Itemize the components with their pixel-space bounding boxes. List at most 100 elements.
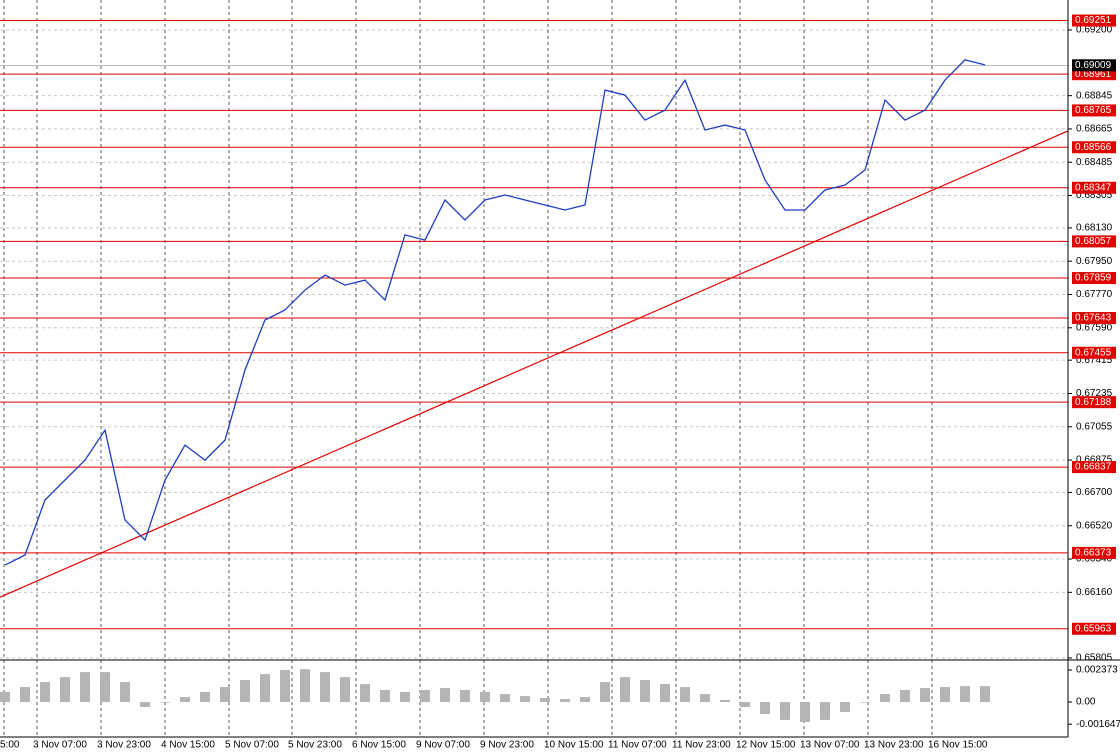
x-tick-label: 13 Nov 23:00 bbox=[864, 740, 924, 751]
oscillator-bar bbox=[60, 677, 70, 703]
oscillator-bar bbox=[720, 699, 730, 703]
oscillator-bar bbox=[520, 696, 530, 703]
oscillator-bar bbox=[620, 677, 630, 703]
level-label: 0.65963 bbox=[1075, 623, 1112, 634]
y-tick-label: -0.001647 bbox=[1076, 719, 1120, 730]
oscillator-bar bbox=[180, 697, 190, 703]
oscillator-bar bbox=[660, 684, 670, 703]
y-tick-label: 0.68130 bbox=[1076, 223, 1113, 234]
x-tick-label: 11 Nov 07:00 bbox=[608, 740, 667, 751]
level-tag bbox=[1072, 461, 1116, 474]
y-tick-label: 0.66340 bbox=[1076, 554, 1113, 565]
level-label: 0.69251 bbox=[1075, 15, 1112, 26]
oscillator-bar bbox=[340, 677, 350, 703]
level-tag bbox=[1072, 396, 1116, 409]
x-tick-label: 13 Nov 07:00 bbox=[800, 740, 860, 751]
oscillator-bar bbox=[560, 699, 570, 703]
level-tag bbox=[1072, 104, 1116, 117]
oscillator-bar bbox=[100, 672, 110, 703]
oscillator-bar bbox=[80, 672, 90, 703]
current-price-tag bbox=[1072, 59, 1116, 72]
y-tick-label: 0.66520 bbox=[1076, 520, 1113, 531]
y-tick-label: 0.68665 bbox=[1076, 124, 1113, 135]
oscillator-bar bbox=[0, 692, 10, 703]
oscillator-bar bbox=[420, 690, 430, 703]
level-label: 0.67455 bbox=[1075, 347, 1112, 358]
x-tick-label: 5 Nov 23:00 bbox=[288, 740, 342, 751]
level-label: 0.67859 bbox=[1075, 273, 1112, 284]
y-tick-label: 0.67235 bbox=[1076, 388, 1113, 399]
oscillator-bar bbox=[920, 687, 930, 703]
level-label: 0.67643 bbox=[1075, 313, 1112, 324]
y-tick-label: 0.69200 bbox=[1076, 25, 1113, 36]
level-tag bbox=[1072, 235, 1116, 248]
level-label: 0.68961 bbox=[1075, 69, 1112, 80]
oscillator-bar bbox=[280, 670, 290, 703]
y-tick-label: 0.66700 bbox=[1076, 487, 1113, 498]
oscillator-bar bbox=[400, 692, 410, 703]
level-tag bbox=[1072, 622, 1116, 635]
oscillator-bar bbox=[740, 702, 750, 707]
x-tick-label: 9 Nov 23:00 bbox=[480, 740, 534, 751]
y-tick-label: 0.67415 bbox=[1076, 355, 1113, 366]
oscillator-bar bbox=[540, 697, 550, 703]
y-tick-label: 0.67950 bbox=[1076, 256, 1113, 267]
level-tag bbox=[1072, 181, 1116, 194]
price-line bbox=[4, 59, 986, 566]
oscillator-bar bbox=[800, 702, 810, 722]
y-tick-label: 0.68485 bbox=[1076, 157, 1113, 168]
oscillator-bar bbox=[40, 682, 50, 703]
oscillator-bar bbox=[780, 702, 790, 720]
level-label: 0.68566 bbox=[1075, 142, 1112, 153]
x-tick-label: 5 Nov 07:00 bbox=[225, 740, 279, 751]
oscillator-bar bbox=[640, 680, 650, 703]
y-tick-label: 0.66875 bbox=[1076, 455, 1113, 466]
oscillator-bar bbox=[840, 702, 850, 712]
oscillator-bar bbox=[500, 694, 510, 703]
oscillator-bar bbox=[900, 690, 910, 703]
level-label: 0.66837 bbox=[1075, 462, 1112, 473]
x-tick-label: 3 Nov 23:00 bbox=[97, 740, 151, 751]
oscillator-bar bbox=[20, 687, 30, 703]
y-tick-label: 0.67055 bbox=[1076, 421, 1113, 432]
x-tick-label: 16 Nov 15:00 bbox=[928, 740, 988, 751]
oscillator-bar bbox=[200, 692, 210, 703]
level-tag bbox=[1072, 14, 1116, 27]
x-tick-label: 3 Nov 07:00 bbox=[33, 740, 87, 751]
oscillator-bar bbox=[220, 687, 230, 703]
level-tag bbox=[1072, 546, 1116, 559]
level-tag bbox=[1072, 346, 1116, 359]
oscillator-bar bbox=[440, 687, 450, 703]
x-tick-label: 11 Nov 23:00 bbox=[672, 740, 731, 751]
oscillator-bar bbox=[160, 702, 170, 703]
oscillator-bar bbox=[460, 690, 470, 703]
oscillator-bar bbox=[360, 684, 370, 703]
x-tick-label: 5:00 bbox=[0, 740, 20, 751]
oscillator-bar bbox=[480, 692, 490, 703]
oscillator-bar bbox=[380, 690, 390, 703]
oscillator-bar bbox=[120, 682, 130, 703]
level-label: 0.68765 bbox=[1075, 105, 1112, 116]
level-label: 0.66373 bbox=[1075, 548, 1112, 559]
oscillator-bar bbox=[940, 687, 950, 703]
x-tick-label: 9 Nov 07:00 bbox=[416, 740, 470, 751]
oscillator-bar bbox=[300, 669, 310, 703]
oscillator-bar bbox=[820, 702, 830, 720]
y-tick-label: 0.65805 bbox=[1076, 653, 1113, 664]
oscillator-bar bbox=[880, 694, 890, 703]
x-tick-label: 10 Nov 15:00 bbox=[544, 740, 604, 751]
y-tick-label: 0.68305 bbox=[1076, 190, 1113, 201]
y-tick-label: 0.66160 bbox=[1076, 587, 1113, 598]
oscillator-bar bbox=[140, 702, 150, 707]
oscillator-bar bbox=[320, 672, 330, 703]
oscillator-bar bbox=[240, 680, 250, 703]
level-tag bbox=[1072, 272, 1116, 285]
trendline bbox=[0, 130, 1069, 598]
level-tag bbox=[1072, 141, 1116, 154]
y-tick-label: 0.67590 bbox=[1076, 322, 1113, 333]
oscillator-bar bbox=[760, 702, 770, 714]
y-tick-label: 0.68845 bbox=[1076, 90, 1113, 101]
x-tick-label: 12 Nov 15:00 bbox=[736, 740, 796, 751]
level-label: 0.67188 bbox=[1075, 397, 1112, 408]
